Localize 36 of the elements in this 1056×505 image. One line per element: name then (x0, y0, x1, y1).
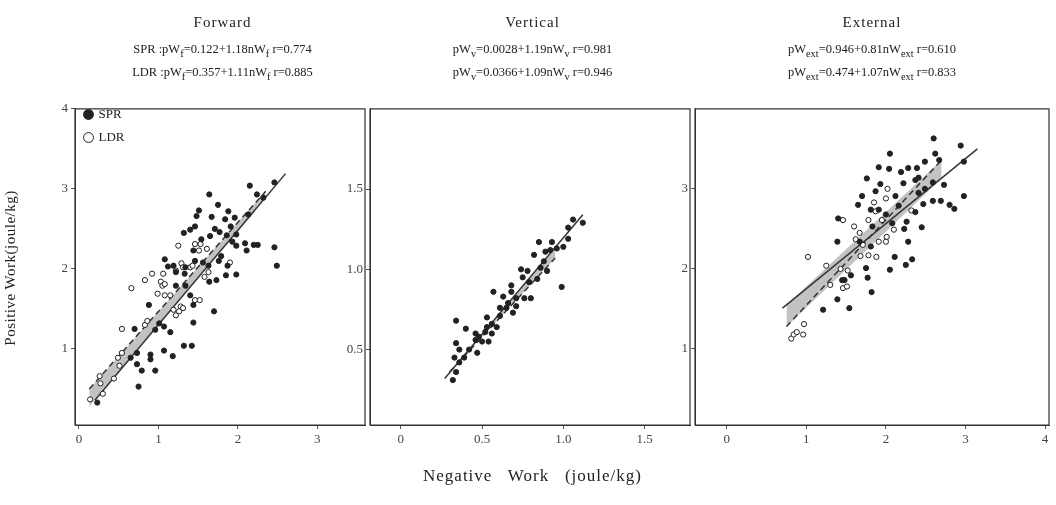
text: pW$_{ext}$=0.946+0.81nW$_{ext}$ r=0.610 (786, 42, 958, 59)
text: pW$_{ext}$=0.474+1.07nW$_{ext}$ r=0.833 (786, 65, 958, 82)
text: pW$_{v}$=0.0028+1.19nW$_{v}$ r=0.981 (451, 42, 614, 59)
x-tick-label: 0 (75, 431, 83, 447)
x-tick-label: 4 (1041, 431, 1049, 447)
text: LDR :pW$_{f}$=0.357+1.11nW$_{f}$ r=0.885 (131, 65, 314, 82)
x-tick-label: 0 (397, 431, 405, 447)
y-tick-label: 3 (681, 180, 688, 196)
x-tick-label: 0 (723, 431, 731, 447)
x-tick-label: 1 (803, 431, 810, 447)
chart-title: Forward (192, 14, 253, 31)
x-tick-label: 1.5 (636, 431, 653, 447)
x-tick-label: 3 (962, 431, 969, 447)
y-tick-label: 1.5 (346, 180, 363, 196)
chart-title: Vertical (504, 14, 561, 31)
legend-label: SPR (98, 105, 122, 121)
x-tick-label: 1.0 (555, 431, 572, 447)
x-tick-label: 3 (314, 431, 321, 447)
y-tick-label: 0.5 (346, 340, 363, 356)
y-tick-label: 1.0 (346, 260, 363, 276)
y-tick-label: 2 (61, 260, 68, 276)
x-tick-label: 1 (155, 431, 162, 447)
y-tick-label: 2 (681, 260, 688, 276)
y-tick-label: 4 (61, 100, 69, 116)
y-tick-label: 3 (61, 180, 68, 196)
x-tick-label: 2 (234, 431, 242, 447)
x-axis-title: Negative Work (joule/kg) (422, 466, 643, 486)
y-tick-label: 1 (61, 340, 68, 356)
x-tick-label: 0.5 (473, 431, 491, 447)
y-tick-label: 1 (681, 340, 688, 356)
y-axis-title: Positive Work(joule/kg) (1, 190, 19, 346)
chart-title: External (841, 14, 903, 31)
text: SPR :pW$_{f}$=0.122+1.18nW$_{f}$ r=0.774 (132, 42, 313, 59)
x-tick-label: 2 (882, 431, 890, 447)
text: pW$_{v}$=0.0366+1.09nW$_{v}$ r=0.946 (451, 65, 614, 82)
legend-label: LDR (98, 128, 125, 144)
